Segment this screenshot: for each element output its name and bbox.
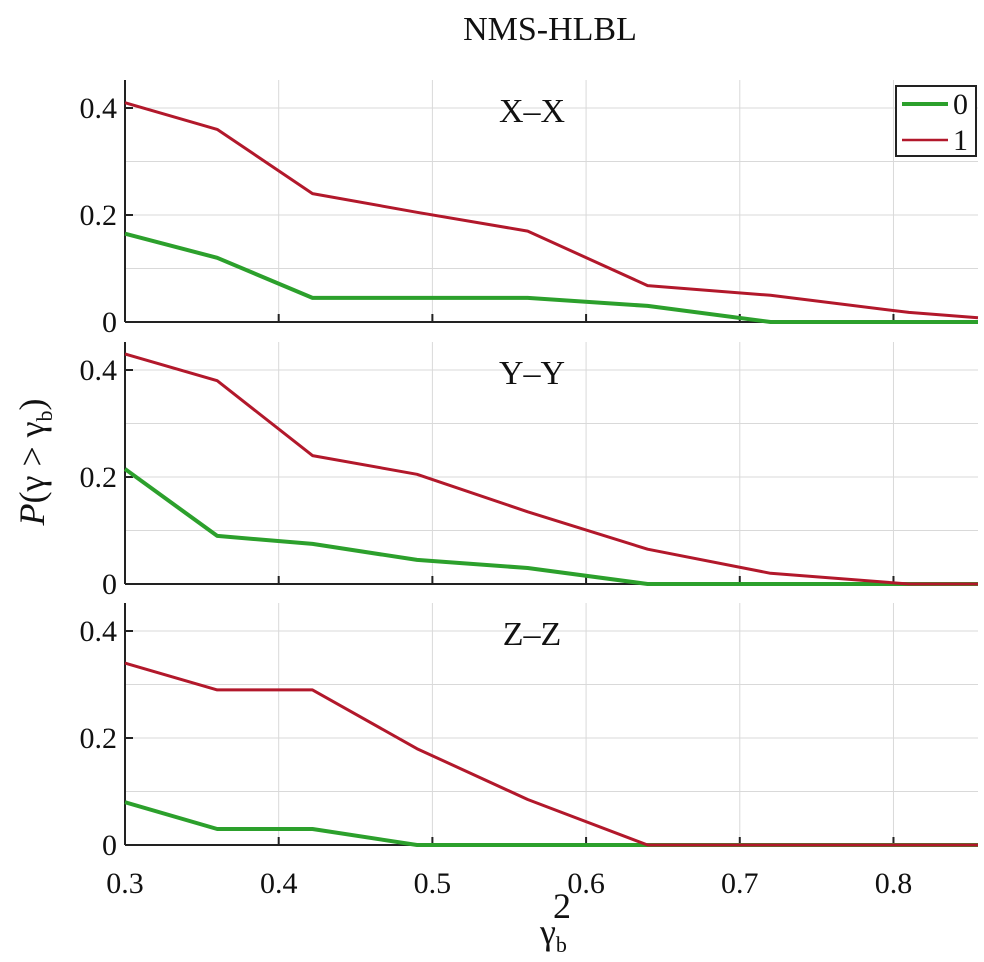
y-axis-label: P(γ > γb) — [12, 398, 57, 526]
x-tick-label-2: 0.5 — [414, 867, 452, 900]
panel-1-title: X–X — [499, 93, 565, 130]
legend-box — [895, 85, 977, 157]
panel-1-y-tick-label-2: 0.4 — [80, 92, 118, 125]
x-tick-label-4: 0.7 — [721, 867, 759, 900]
x-axis-label-main: γ — [539, 912, 556, 952]
x-axis-label-sup: 2 — [553, 886, 571, 926]
panel-3-y-tick-label-1: 0.2 — [80, 722, 118, 755]
legend-label-1: 1 — [953, 124, 968, 157]
x-axis-label-sub: b — [556, 932, 567, 957]
panel-3: 0 0.2 0.4 Z–Z — [80, 603, 978, 862]
y-axis-label-sub: b — [32, 410, 57, 421]
y-axis-label-close: ) — [12, 398, 52, 410]
panel-1-y-tick-label-0: 0 — [102, 306, 117, 339]
panel-3-series-0-line — [124, 800, 978, 847]
panels: 0 0.2 0.4 X–X 0 0.2 0.4 Y–Y 0 0.2 0.4 Z–Z 0.3 0.4 0.5 0… — [80, 80, 979, 900]
x-tick-label-5: 0.8 — [875, 867, 913, 900]
panel-2-y-tick-label-1: 0.2 — [80, 461, 118, 494]
panel-3-y-tick-label-0: 0 — [102, 829, 117, 862]
panel-2-series-1-line — [124, 352, 978, 586]
panel-1-series-1-line — [124, 101, 979, 320]
x-tick-label-1: 0.4 — [260, 867, 298, 900]
panel-2: 0 0.2 0.4 Y–Y — [80, 342, 978, 601]
x-tick-label-0: 0.3 — [106, 867, 144, 900]
panel-2-y-tick-label-0: 0 — [102, 568, 117, 601]
y-axis-label-prefix: P — [12, 504, 52, 527]
legend-label-0: 0 — [953, 88, 968, 121]
panel-2-series-0-line — [123, 467, 978, 586]
panel-2-y-tick-label-2: 0.4 — [80, 354, 118, 387]
legend: 0 1 — [895, 85, 977, 157]
panel-1-y-tick-label-1: 0.2 — [80, 199, 118, 232]
y-axis-label-expr: (γ > γ — [12, 421, 52, 503]
panel-1: 0 0.2 0.4 X–X — [80, 80, 979, 339]
x-axis-label: γb — [539, 912, 567, 957]
panel-3-title: Z–Z — [503, 616, 562, 653]
panel-3-y-tick-label-2: 0.4 — [80, 615, 118, 648]
x-tick-label-3: 0.6 — [567, 867, 605, 900]
panel-3-series-1-line — [124, 661, 978, 847]
panel-1-series-0-line — [124, 231, 978, 324]
panel-2-title: Y–Y — [499, 355, 565, 392]
figure-title: NMS-HLBL — [463, 11, 637, 48]
